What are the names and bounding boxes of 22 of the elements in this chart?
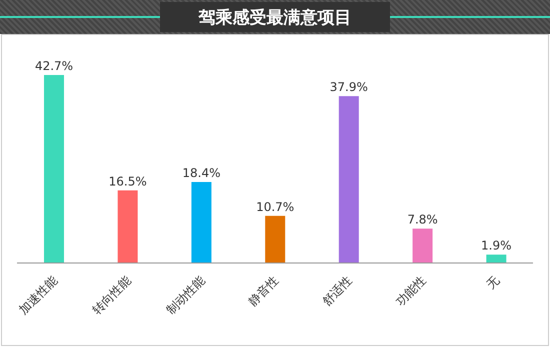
- data-label: 37.9%: [330, 80, 368, 94]
- x-tick-label: 无: [484, 273, 502, 292]
- x-tick-label: 转向性能: [90, 273, 134, 318]
- bar: [191, 182, 212, 263]
- bar: [338, 96, 359, 263]
- x-tick-label: 功能性: [393, 273, 429, 309]
- data-label: 18.4%: [182, 166, 220, 180]
- x-tick-label: 舒适性: [319, 273, 355, 309]
- bar: [412, 228, 433, 263]
- data-label: 1.9%: [481, 238, 512, 253]
- bar: [486, 254, 506, 263]
- x-tick-label: 加速性能: [16, 273, 60, 318]
- x-tick-label: 静音性: [246, 273, 282, 309]
- chart-title: 驾乘感受最满意项目: [160, 2, 390, 32]
- data-label: 16.5%: [108, 174, 147, 188]
- bar: [265, 216, 286, 263]
- data-label: 42.7%: [34, 59, 74, 74]
- bar: [44, 75, 64, 263]
- data-label: 10.7%: [256, 200, 294, 214]
- bar: [118, 190, 138, 263]
- x-tick-label: 制动性能: [164, 273, 208, 318]
- data-label: 7.8%: [407, 212, 438, 227]
